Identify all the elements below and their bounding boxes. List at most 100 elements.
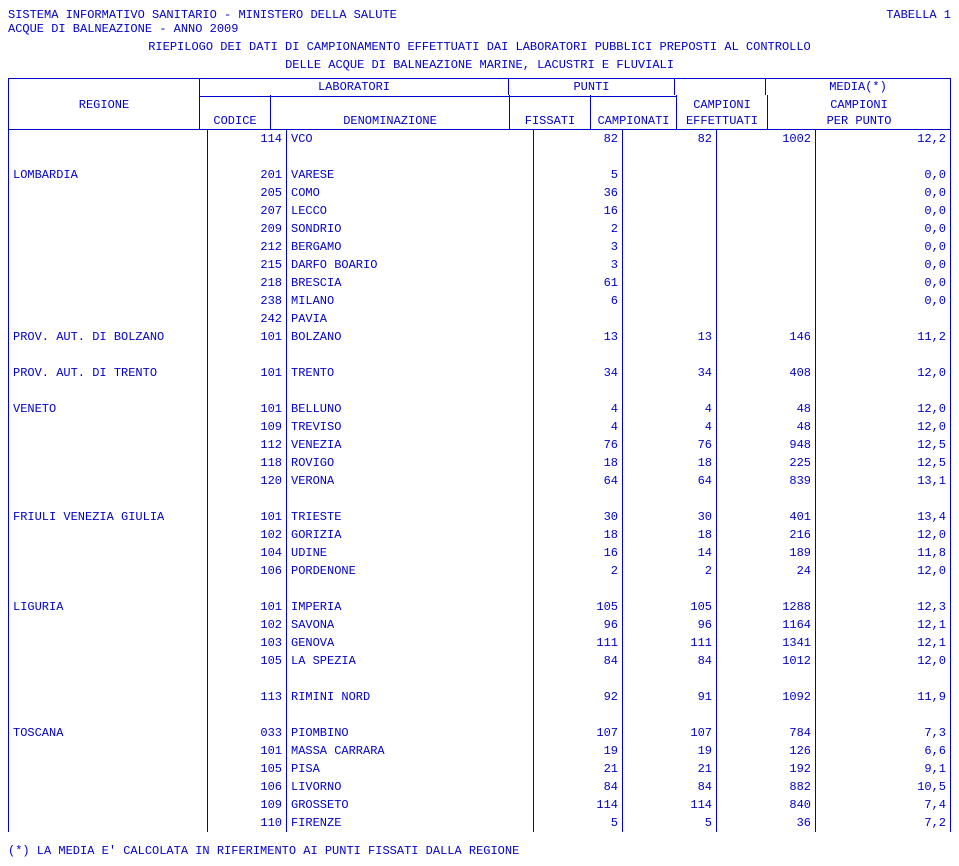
table-row bbox=[9, 490, 950, 508]
cell-regione bbox=[9, 238, 207, 256]
cell-regione bbox=[9, 796, 207, 814]
cell-fissati: 61 bbox=[533, 274, 622, 292]
table-row: 205COMO360,0 bbox=[9, 184, 950, 202]
cell-denominazione: TREVISO bbox=[286, 418, 533, 436]
table-row: PROV. AUT. DI BOLZANO101BOLZANO131314611… bbox=[9, 328, 950, 346]
cell-regione bbox=[9, 742, 207, 760]
cell-regione bbox=[9, 130, 207, 148]
cell-campionati bbox=[622, 238, 716, 256]
cell-codice: 113 bbox=[207, 688, 286, 706]
table-row: 102GORIZIA181821612,0 bbox=[9, 526, 950, 544]
cell-codice: 238 bbox=[207, 292, 286, 310]
cell-fissati: 18 bbox=[533, 526, 622, 544]
cell-campioni-effettuati: 24 bbox=[716, 562, 815, 580]
cell-media: 12,5 bbox=[815, 454, 950, 472]
table-row: 105LA SPEZIA8484101212,0 bbox=[9, 652, 950, 670]
cell-media: 13,1 bbox=[815, 472, 950, 490]
cell-denominazione: TRENTO bbox=[286, 364, 533, 382]
cell-denominazione: GROSSETO bbox=[286, 796, 533, 814]
cell-regione: TOSCANA bbox=[9, 724, 207, 742]
cell-media: 13,4 bbox=[815, 508, 950, 526]
cell-media: 12,3 bbox=[815, 598, 950, 616]
footnote: (*) LA MEDIA E' CALCOLATA IN RIFERIMENTO… bbox=[8, 844, 951, 858]
table-row: 218BRESCIA610,0 bbox=[9, 274, 950, 292]
table-row bbox=[9, 580, 950, 598]
cell-campioni-effettuati bbox=[716, 292, 815, 310]
page-title-left: SISTEMA INFORMATIVO SANITARIO - MINISTER… bbox=[8, 8, 397, 22]
cell-media: 7,2 bbox=[815, 814, 950, 832]
cell-fissati: 2 bbox=[533, 562, 622, 580]
cell-fissati: 19 bbox=[533, 742, 622, 760]
cell-campionati bbox=[622, 310, 716, 328]
table-row: 101MASSA CARRARA19191266,6 bbox=[9, 742, 950, 760]
th-laboratori: LABORATORI bbox=[200, 79, 508, 95]
cell-fissati: 105 bbox=[533, 598, 622, 616]
cell-fissati: 114 bbox=[533, 796, 622, 814]
cell-media: 0,0 bbox=[815, 220, 950, 238]
cell-regione bbox=[9, 292, 207, 310]
cell-codice: 209 bbox=[207, 220, 286, 238]
cell-media: 11,2 bbox=[815, 328, 950, 346]
cell-campioni-effettuati: 216 bbox=[716, 526, 815, 544]
cell-codice: 033 bbox=[207, 724, 286, 742]
cell-campionati: 84 bbox=[622, 778, 716, 796]
table-row: 109TREVISO444812,0 bbox=[9, 418, 950, 436]
cell-codice: 101 bbox=[207, 328, 286, 346]
cell-media: 0,0 bbox=[815, 166, 950, 184]
cell-campionati bbox=[622, 256, 716, 274]
table-row: 238MILANO60,0 bbox=[9, 292, 950, 310]
cell-codice: 104 bbox=[207, 544, 286, 562]
table-row: FRIULI VENEZIA GIULIA101TRIESTE303040113… bbox=[9, 508, 950, 526]
th-punti: PUNTI bbox=[509, 79, 674, 95]
cell-regione bbox=[9, 544, 207, 562]
cell-media: 0,0 bbox=[815, 274, 950, 292]
cell-campionati: 18 bbox=[622, 526, 716, 544]
cell-denominazione: PAVIA bbox=[286, 310, 533, 328]
cell-media: 12,0 bbox=[815, 400, 950, 418]
cell-fissati: 107 bbox=[533, 724, 622, 742]
cell-regione bbox=[9, 634, 207, 652]
cell-campionati: 5 bbox=[622, 814, 716, 832]
cell-campionati: 19 bbox=[622, 742, 716, 760]
cell-codice: 102 bbox=[207, 616, 286, 634]
cell-campionati: 105 bbox=[622, 598, 716, 616]
table-row: 209SONDRIO20,0 bbox=[9, 220, 950, 238]
cell-fissati: 4 bbox=[533, 400, 622, 418]
cell-codice: 106 bbox=[207, 562, 286, 580]
cell-regione bbox=[9, 688, 207, 706]
cell-media: 7,4 bbox=[815, 796, 950, 814]
cell-regione: PROV. AUT. DI BOLZANO bbox=[9, 328, 207, 346]
table-row: TOSCANA033PIOMBINO1071077847,3 bbox=[9, 724, 950, 742]
cell-campionati: 34 bbox=[622, 364, 716, 382]
cell-denominazione: SAVONA bbox=[286, 616, 533, 634]
cell-codice: 105 bbox=[207, 760, 286, 778]
cell-campioni-effettuati bbox=[716, 220, 815, 238]
cell-campionati bbox=[622, 184, 716, 202]
cell-campionati: 21 bbox=[622, 760, 716, 778]
cell-campioni-effettuati: 225 bbox=[716, 454, 815, 472]
cell-campionati: 13 bbox=[622, 328, 716, 346]
cell-codice: 109 bbox=[207, 418, 286, 436]
cell-campionati bbox=[622, 292, 716, 310]
cell-fissati: 16 bbox=[533, 544, 622, 562]
cell-media: 12,0 bbox=[815, 562, 950, 580]
table-row: 106PORDENONE222412,0 bbox=[9, 562, 950, 580]
cell-regione bbox=[9, 436, 207, 454]
cell-campionati: 84 bbox=[622, 652, 716, 670]
cell-campionati: 107 bbox=[622, 724, 716, 742]
cell-campionati: 76 bbox=[622, 436, 716, 454]
cell-fissati: 82 bbox=[533, 130, 622, 148]
cell-media: 0,0 bbox=[815, 256, 950, 274]
cell-regione bbox=[9, 274, 207, 292]
cell-campioni-effettuati: 1288 bbox=[716, 598, 815, 616]
cell-campioni-effettuati: 126 bbox=[716, 742, 815, 760]
cell-regione bbox=[9, 310, 207, 328]
table-row: 207LECCO160,0 bbox=[9, 202, 950, 220]
cell-denominazione: VARESE bbox=[286, 166, 533, 184]
data-table: LABORATORI PUNTI MEDIA(*) REGIONE CODICE… bbox=[8, 78, 951, 832]
cell-denominazione: TRIESTE bbox=[286, 508, 533, 526]
cell-denominazione: PISA bbox=[286, 760, 533, 778]
cell-campionati: 111 bbox=[622, 634, 716, 652]
table-row: 120VERONA646483913,1 bbox=[9, 472, 950, 490]
table-row: 106LIVORNO848488210,5 bbox=[9, 778, 950, 796]
